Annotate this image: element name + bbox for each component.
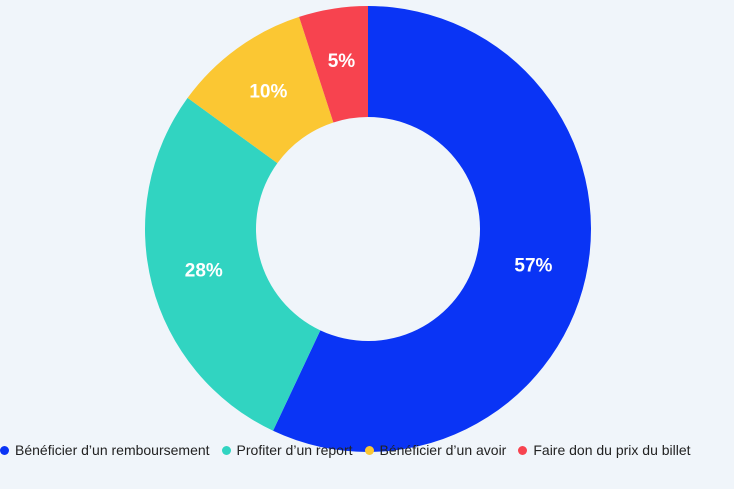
legend-marker-icon xyxy=(221,445,231,455)
legend-marker-icon xyxy=(364,445,374,455)
slice-label-1: 28% xyxy=(185,261,223,282)
legend-label: Faire don du prix du billet xyxy=(533,442,691,458)
legend-item-3[interactable]: Faire don du prix du billet xyxy=(518,442,691,458)
legend-item-1[interactable]: Profiter d’un report xyxy=(221,442,353,458)
chart-legend: Bénéficier d’un remboursement Profiter d’… xyxy=(0,438,734,462)
slice-label-2: 10% xyxy=(249,81,287,102)
legend-marker-icon xyxy=(0,445,9,455)
slice-0[interactable] xyxy=(273,6,591,452)
slice-label-0: 57% xyxy=(514,255,552,276)
legend-label: Bénéficier d’un avoir xyxy=(379,442,507,458)
legend-marker-icon xyxy=(518,445,528,455)
slice-1[interactable] xyxy=(144,97,321,431)
legend-item-2[interactable]: Bénéficier d’un avoir xyxy=(364,442,507,458)
slice-3[interactable] xyxy=(299,6,368,123)
slice-2[interactable] xyxy=(187,16,334,164)
legend-item-0[interactable]: Bénéficier d’un remboursement xyxy=(0,442,210,458)
legend-label: Bénéficier d’un remboursement xyxy=(15,442,210,458)
legend-label: Profiter d’un report xyxy=(236,442,353,458)
slice-label-3: 5% xyxy=(328,51,356,72)
